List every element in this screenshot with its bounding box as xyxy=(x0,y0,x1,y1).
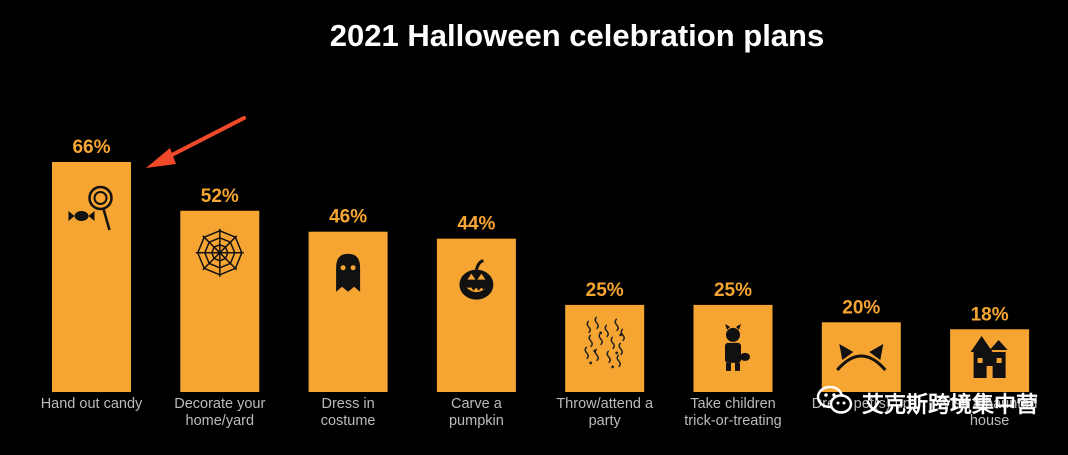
category-label-6: Take children trick-or-treating xyxy=(684,396,782,429)
spiderweb-icon xyxy=(195,228,244,277)
watermark: 艾克斯跨境集中营 xyxy=(816,384,1038,422)
value-label-2: 52% xyxy=(201,186,239,207)
cat-ears-icon xyxy=(836,344,887,371)
value-label-6: 25% xyxy=(714,280,752,301)
category-label-3: Dress in costume xyxy=(321,396,376,429)
category-label-4: Carve a pumpkin xyxy=(449,396,504,429)
watermark-text: 艾克斯跨境集中营 xyxy=(861,393,1038,418)
value-label-3: 46% xyxy=(329,207,367,228)
value-label-5: 25% xyxy=(586,280,624,301)
value-label-8: 18% xyxy=(971,304,1009,325)
value-label-7: 20% xyxy=(842,297,880,318)
category-label-5: Throw/attend a party xyxy=(556,396,654,429)
chart-title: 2021 Halloween celebration plans xyxy=(330,18,824,53)
category-label-2: Decorate your home/yard xyxy=(174,396,265,429)
child-costume-icon xyxy=(725,323,750,371)
ghost-icon xyxy=(336,253,361,292)
value-label-4: 44% xyxy=(457,214,495,235)
wechat-icon xyxy=(816,384,854,422)
bar-5 xyxy=(565,304,645,392)
bar-4 xyxy=(436,238,516,392)
confetti-icon xyxy=(584,316,625,369)
jack-o-lantern-icon xyxy=(459,259,494,300)
value-label-1: 66% xyxy=(72,137,110,158)
annotation-arrow xyxy=(146,116,246,168)
haunted-house-icon xyxy=(970,336,1008,378)
category-label-1: Hand out candy xyxy=(41,396,143,412)
candy-icon xyxy=(68,185,113,231)
bar-1 xyxy=(52,162,131,392)
category-label-8: Visit a haunted house xyxy=(942,396,1038,429)
